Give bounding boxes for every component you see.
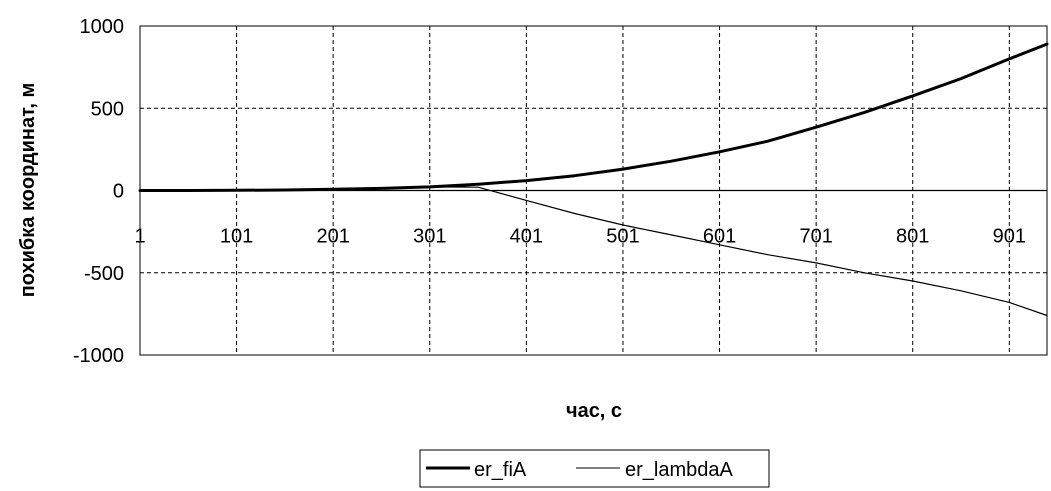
y-axis-title: похибка координат, м	[17, 83, 39, 298]
y-tick-label-1000: 1000	[80, 16, 125, 38]
y-tick-label-0: 0	[113, 181, 124, 203]
x-tick-label-201: 201	[316, 226, 349, 248]
legend-label-er-lambdaA: er_lambdaA	[625, 459, 734, 481]
x-tick-label-501: 501	[606, 226, 639, 248]
series-line-er_fiA	[138, 42, 1049, 192]
x-tick-label-901: 901	[993, 226, 1026, 248]
y-tick-label--1000: -1000	[73, 345, 124, 367]
x-tick-label-701: 701	[799, 226, 832, 248]
x-tick-label-301: 301	[413, 226, 446, 248]
x-tick-label-401: 401	[510, 226, 543, 248]
y-tick-labels: 1000 500 0 -500 -1000	[73, 16, 124, 367]
x-tick-label-101: 101	[220, 226, 253, 248]
x-axis-title: час, с	[566, 400, 622, 422]
x-tick-label-801: 801	[896, 226, 929, 248]
series-layer	[138, 42, 1049, 317]
x-tick-label-1: 1	[134, 226, 145, 248]
series-line-er_lambdaA	[139, 186, 1048, 317]
y-tick-label-500: 500	[91, 98, 124, 120]
y-tick-label--500: -500	[84, 263, 124, 285]
x-tick-label-601: 601	[703, 226, 736, 248]
x-tick-labels: 1 101 201 301 401 501 601 701 801 901	[134, 226, 1026, 248]
legend-label-er-fiA: er_fiA	[474, 459, 527, 481]
legend: er_fiA er_lambdaA	[419, 449, 770, 488]
